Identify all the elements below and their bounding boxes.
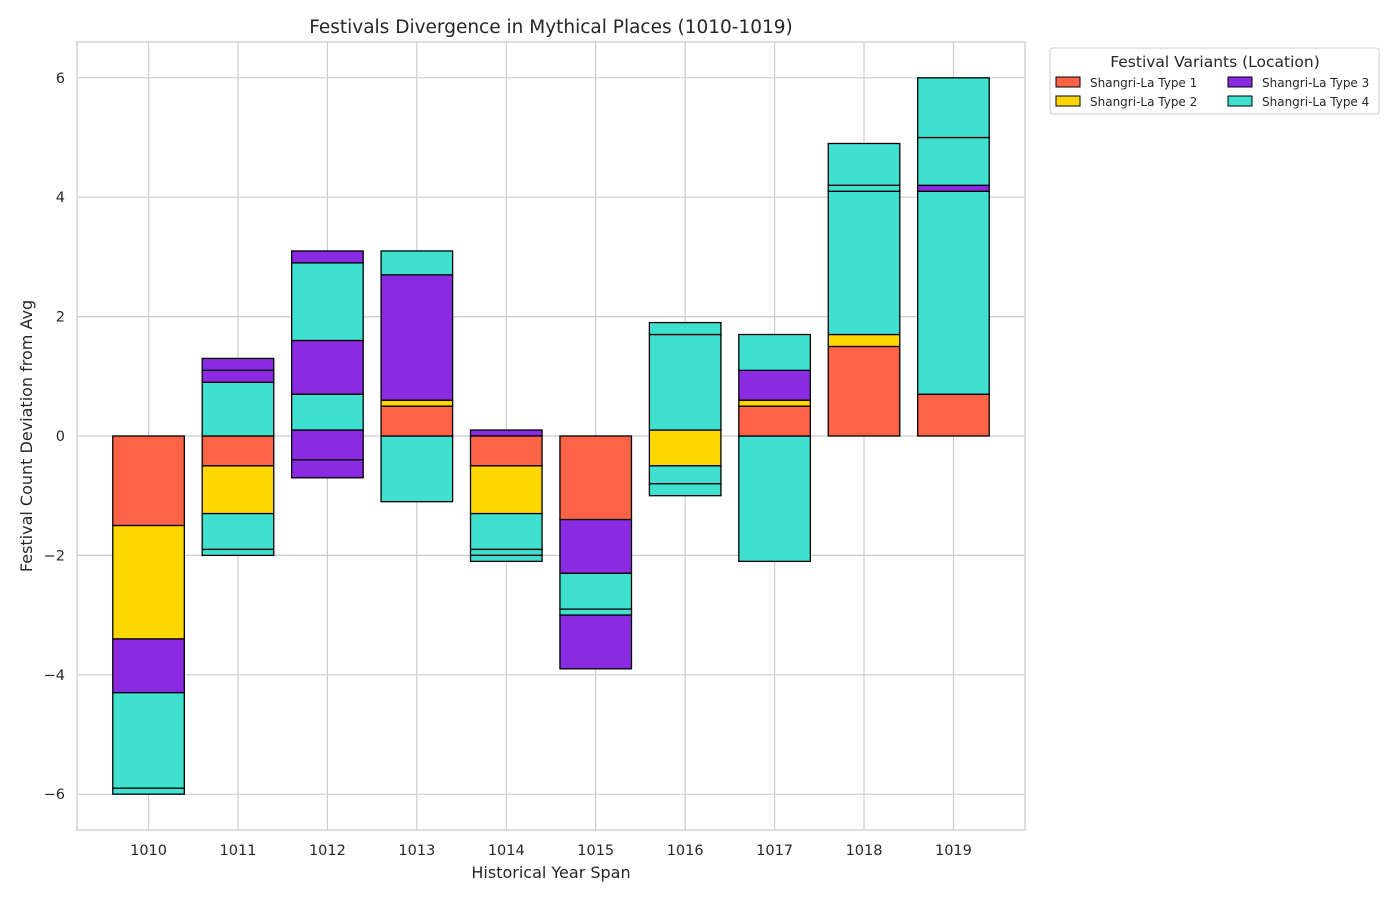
- legend-swatch: [1227, 95, 1253, 107]
- bar-segment: [290, 339, 364, 395]
- x-tick-labels: 1010 1011 1012 1013 1014 1015 1016 1017 1018 1019: [130, 843, 972, 859]
- bar-segment: [917, 184, 990, 192]
- bar-segment: [201, 381, 275, 437]
- bar-segment: [917, 190, 990, 395]
- bar-segment: [559, 614, 633, 670]
- y-tick-label: 6: [56, 71, 65, 87]
- legend-items: Shangri-La Type 1 Shangri-La Type 2 Shangr…: [1055, 76, 1369, 109]
- bar-segment: [380, 435, 454, 503]
- bar-segment: [917, 393, 990, 437]
- y-tick-label: 0: [56, 429, 65, 445]
- bar-segment: [648, 429, 722, 467]
- bar-segment: [648, 333, 722, 431]
- bar-segment: [469, 429, 543, 437]
- bar-segment: [112, 638, 185, 694]
- bar-segment: [112, 524, 185, 640]
- x-tick-label: 1017: [756, 843, 793, 859]
- bar-segment: [738, 399, 812, 407]
- bar-segment: [469, 465, 543, 515]
- bar-segment: [827, 142, 901, 186]
- bar-segment: [469, 435, 543, 467]
- bar-segment: [559, 572, 633, 610]
- legend: Festival Variants (Location) Shangri-La …: [1049, 47, 1380, 115]
- bar-segment: [827, 333, 901, 348]
- y-tick-label: −4: [44, 668, 65, 684]
- bar-segment: [559, 518, 633, 574]
- bar-segment: [290, 250, 364, 264]
- x-tick-label: 1014: [488, 843, 525, 859]
- plot-frame: [76, 41, 1026, 831]
- x-tick-label: 1010: [130, 843, 167, 859]
- bar-segment: [738, 333, 812, 371]
- bar-segment: [917, 136, 990, 186]
- legend-frame: [1049, 47, 1380, 115]
- y-axis-label: Festival Count Deviation from Avg: [17, 300, 36, 572]
- bar-segment: [827, 184, 901, 192]
- bar-segment: [827, 190, 901, 336]
- legend-label: Shangri-La Type 2: [1090, 95, 1197, 109]
- bar-segment: [290, 459, 364, 479]
- x-tick-label: 1015: [577, 843, 614, 859]
- x-tick-label: 1018: [846, 843, 883, 859]
- bar-segment: [738, 435, 812, 563]
- legend-label: Shangri-La Type 4: [1262, 95, 1369, 109]
- bar-segment: [380, 250, 454, 276]
- legend-swatch: [1227, 76, 1253, 88]
- bar-segment: [648, 321, 722, 336]
- legend-label: Shangri-La Type 1: [1090, 76, 1197, 90]
- y-tick-label: −6: [44, 787, 65, 803]
- bar-segment: [559, 435, 633, 521]
- bar-segment: [469, 548, 543, 557]
- x-tick-label: 1019: [935, 843, 972, 859]
- x-tick-label: 1011: [220, 843, 257, 859]
- y-tick-label: 2: [56, 310, 65, 326]
- bar-segment: [469, 554, 543, 563]
- bar-segment: [112, 787, 185, 795]
- bar-segment: [738, 405, 812, 437]
- x-tick-label: 1016: [667, 843, 704, 859]
- bar-segment: [201, 548, 275, 557]
- x-tick-label: 1012: [309, 843, 346, 859]
- y-tick-label: 4: [56, 190, 65, 206]
- bar-segment: [290, 262, 364, 342]
- bar-segment: [917, 77, 990, 139]
- bar-segment: [380, 399, 454, 407]
- x-tick-label: 1013: [398, 843, 435, 859]
- legend-label: Shangri-La Type 3: [1262, 76, 1369, 90]
- x-axis-label: Historical Year Span: [471, 863, 630, 882]
- bar-segment: [201, 357, 275, 371]
- y-tick-label: −2: [44, 548, 65, 564]
- legend-swatch: [1055, 95, 1081, 107]
- bar-segment: [201, 465, 275, 515]
- legend-title: Festival Variants (Location): [1110, 53, 1320, 71]
- bar-segment: [290, 393, 364, 431]
- bar-segment: [827, 345, 901, 437]
- bar-segment: [201, 435, 275, 467]
- bar-segment: [738, 369, 812, 401]
- bar-segment: [469, 512, 543, 551]
- plot-area: [76, 41, 1026, 831]
- bar-segment: [201, 369, 275, 383]
- bar-segment: [648, 483, 722, 497]
- bar-segments: [112, 77, 990, 795]
- bar-segment: [380, 274, 454, 401]
- bar-segment: [380, 405, 454, 437]
- bar-segment: [201, 512, 275, 551]
- chart-title: Festivals Divergence in Mythical Places …: [309, 17, 793, 38]
- y-tick-labels: −6 −4 −2 0 2 4 6: [44, 71, 65, 803]
- bar-segment: [648, 465, 722, 485]
- bar-segment: [112, 692, 185, 789]
- bar-segment: [112, 435, 185, 527]
- bar-segment: [290, 429, 364, 461]
- legend-swatch: [1055, 76, 1081, 88]
- bar-segment: [559, 608, 633, 616]
